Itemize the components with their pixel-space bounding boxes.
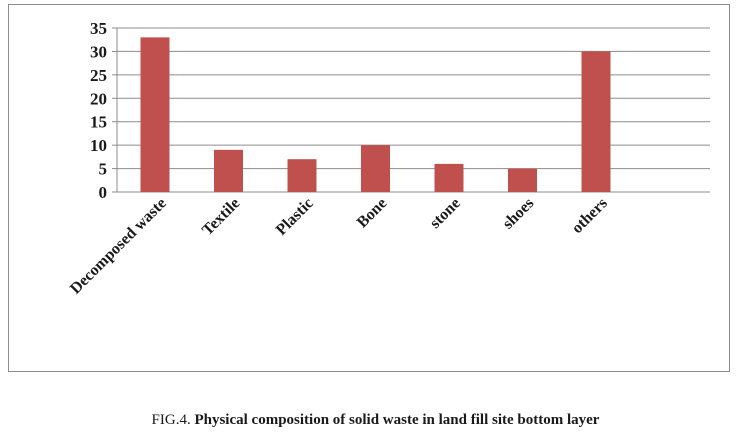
y-tick-label: 15	[90, 113, 107, 132]
y-tick-labels: 0 5 10 15 20 25 30 35	[90, 19, 107, 202]
y-tick-label: 0	[99, 183, 108, 202]
bar-chart: 0 5 10 15 20 25 30 35 Decomposed waste Textile Pl…	[67, 19, 710, 298]
x-tick-labels: Decomposed waste Textile Plastic Bone stone s…	[67, 195, 611, 298]
y-tick-label: 30	[90, 42, 107, 61]
x-tick-label: Plastic	[273, 195, 317, 239]
bar	[287, 159, 317, 192]
x-tick-label: Bone	[354, 195, 391, 232]
y-tick-label: 10	[90, 136, 107, 155]
bars	[140, 37, 611, 192]
bar	[508, 168, 537, 192]
chart-frame	[8, 4, 730, 372]
bar	[361, 145, 390, 192]
x-tick-label: shoes	[500, 195, 538, 233]
x-tick-label: Decomposed waste	[67, 195, 170, 298]
bar	[581, 51, 611, 192]
x-tick-label: stone	[427, 195, 464, 232]
gridlines	[117, 27, 710, 193]
bar	[434, 163, 464, 192]
y-tick-label: 20	[90, 89, 107, 108]
bar	[140, 37, 170, 192]
y-tick-label: 25	[90, 66, 107, 85]
figure-caption: FIG.4. Physical composition of solid was…	[0, 412, 751, 429]
figure-caption-text: Physical composition of solid waste in l…	[194, 412, 600, 428]
figure-caption-prefix: FIG.4.	[151, 412, 191, 428]
x-tick-label: Textile	[199, 195, 243, 239]
bar	[214, 149, 243, 192]
y-tick-label: 5	[99, 160, 108, 179]
x-tick-label: others	[569, 195, 611, 237]
y-tick-label: 35	[90, 19, 107, 38]
axes	[112, 27, 710, 193]
